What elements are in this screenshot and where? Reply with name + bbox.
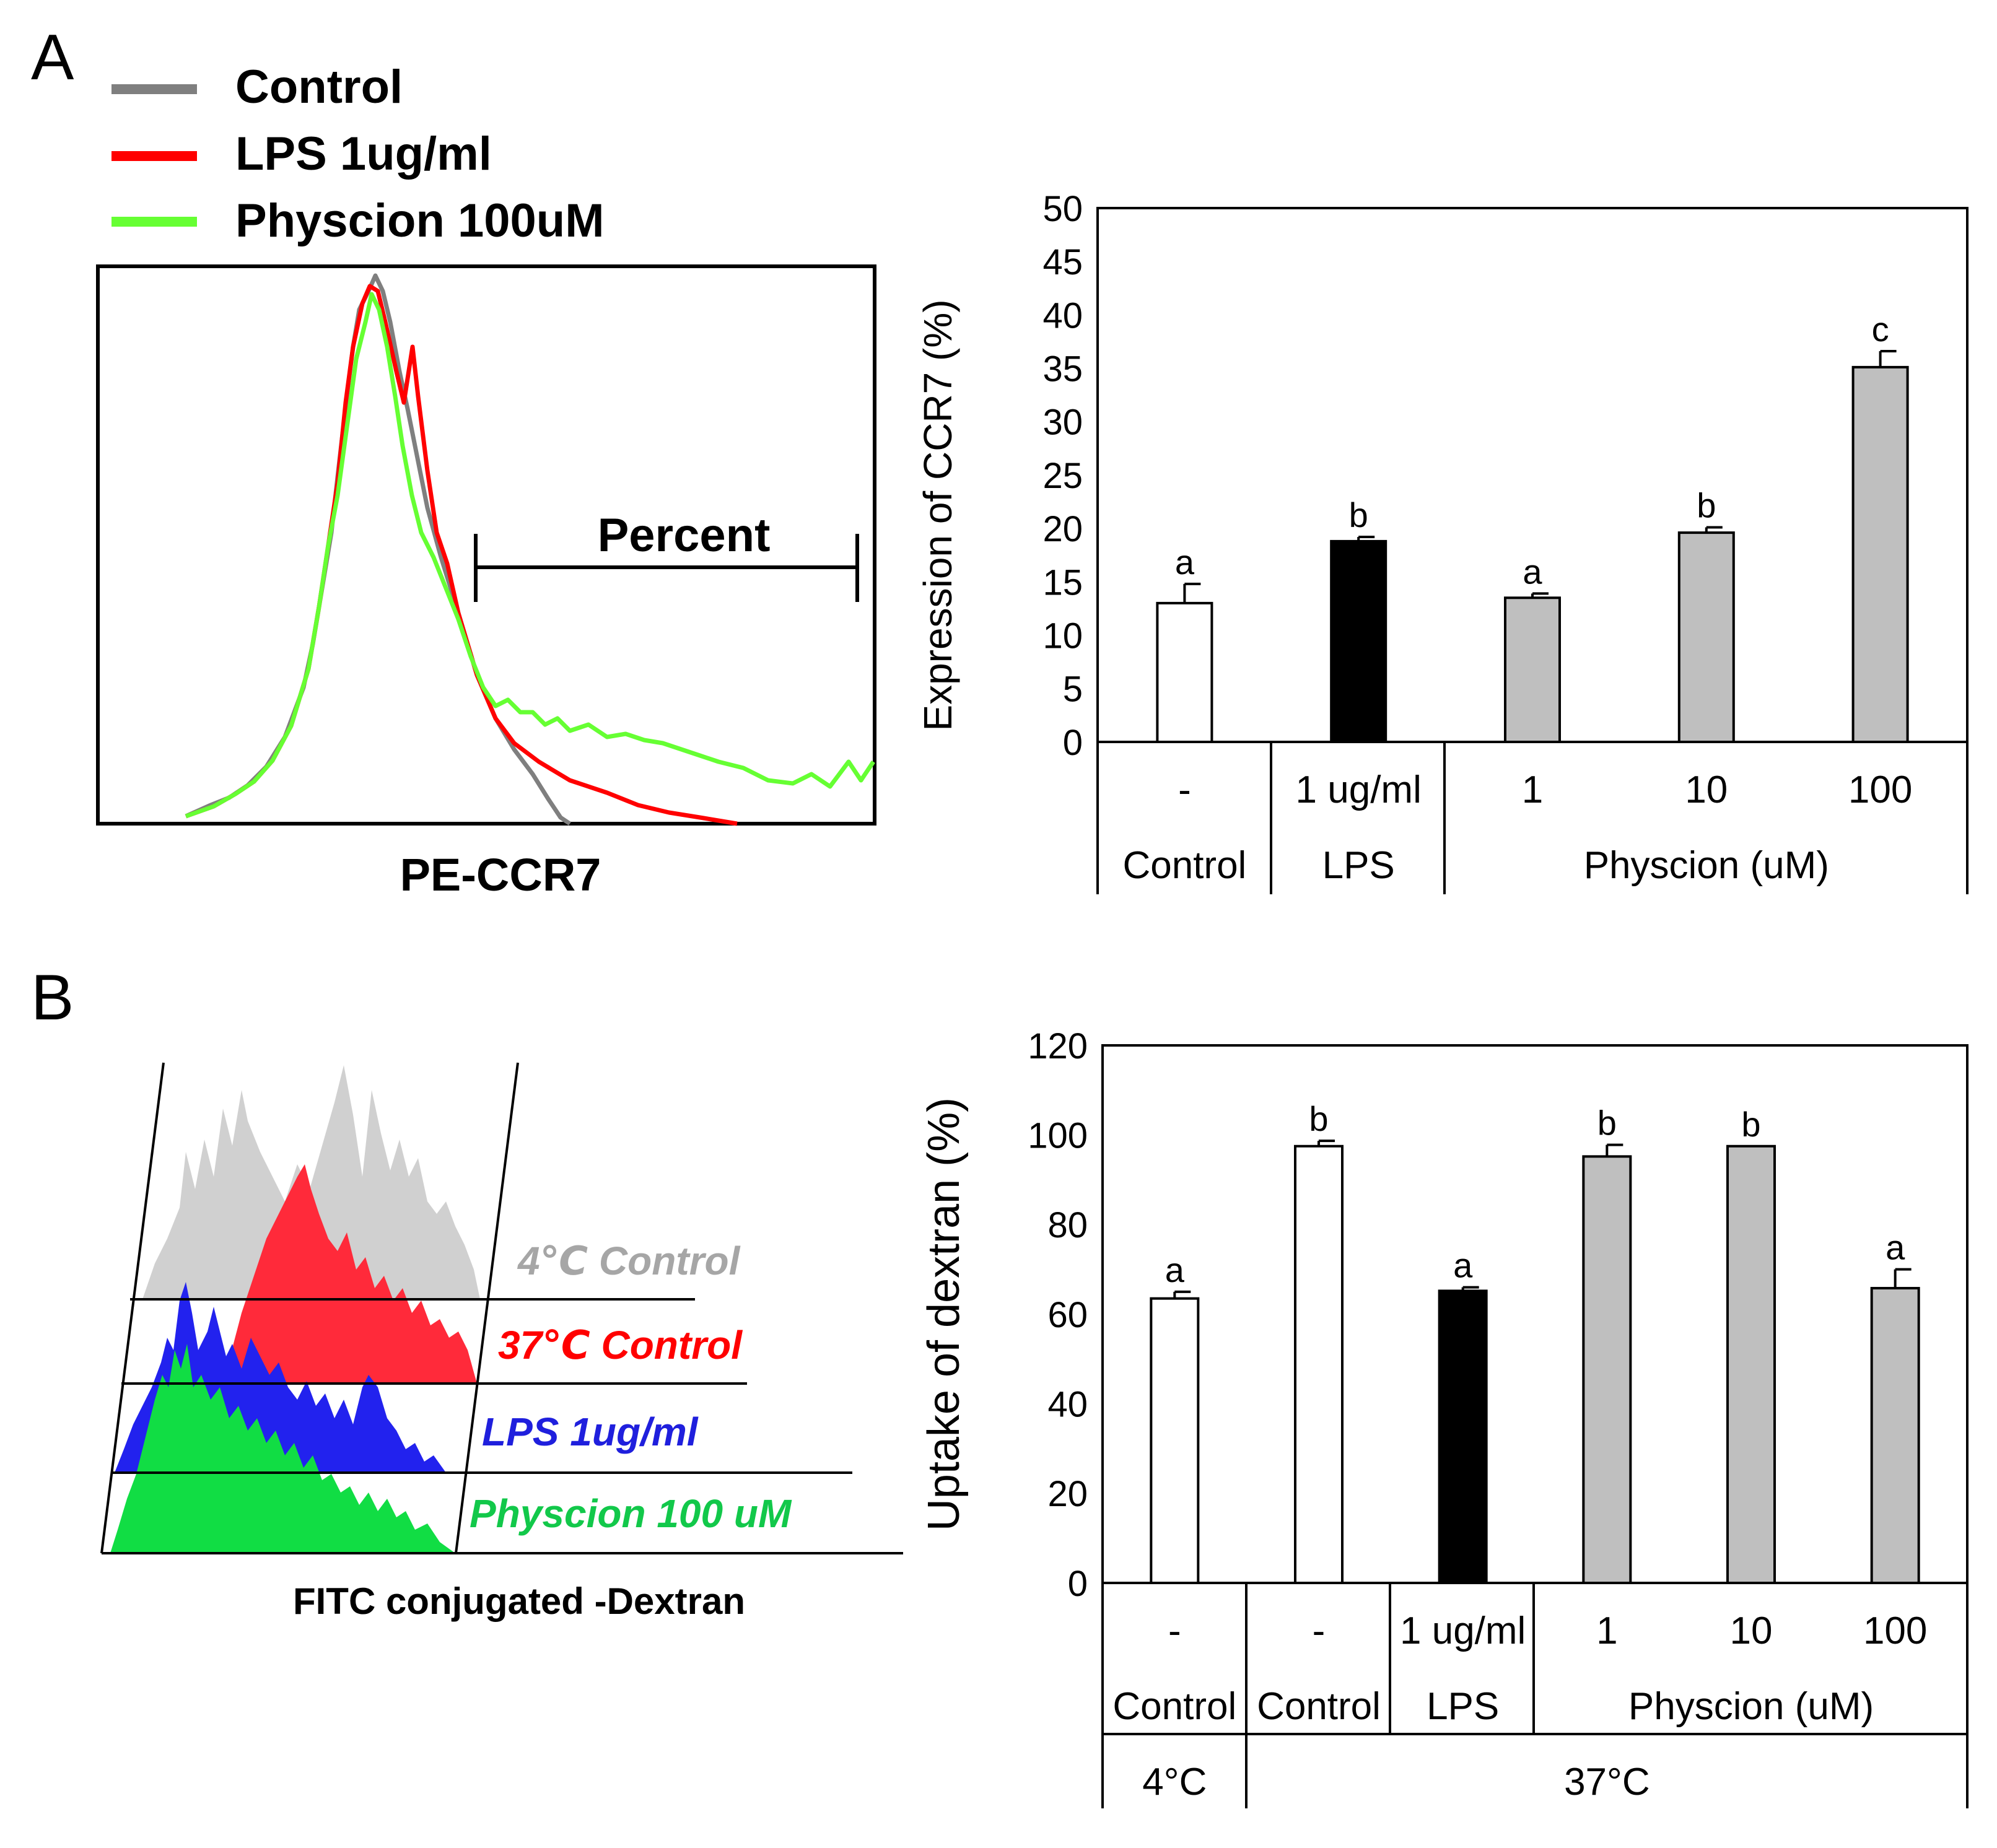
histogram-b-xlabel: FITC conjugated -Dextran: [293, 1580, 745, 1622]
histogram-fill-4c-control: [142, 1065, 480, 1299]
significance-letter: a: [1165, 1250, 1185, 1289]
y-tick-label: 40: [1047, 1385, 1088, 1425]
percent-gate-label: Percent: [598, 509, 771, 562]
y-tick-label: 0: [1063, 723, 1083, 763]
x-tick-label: 1: [1596, 1610, 1617, 1652]
bar: [1851, 365, 1909, 743]
bar: [1150, 1297, 1200, 1585]
y-tick-label: 20: [1042, 509, 1083, 549]
dextran-ylabel: Uptake of dextran (%): [919, 1097, 969, 1531]
legend-label-control: Control: [235, 61, 403, 113]
significance-letter: b: [1349, 495, 1368, 534]
bar: [1330, 539, 1387, 743]
ccr7-bar-chart: 0 5 10 15 20 25 30 35 40 45 50 Expression of CCR7 …: [915, 189, 1969, 894]
temperature-label: 4°C: [1142, 1761, 1207, 1803]
significance-letter: a: [1523, 552, 1542, 591]
y-tick-label: 45: [1042, 242, 1083, 282]
bar: [1677, 531, 1735, 743]
significance-letter: a: [1453, 1246, 1473, 1285]
histogram-b-label-lps: LPS 1ug/ml: [482, 1410, 699, 1454]
x-tick-label: 10: [1730, 1610, 1773, 1652]
histogram-b-right-axis: [455, 1062, 519, 1554]
y-tick-label: 50: [1042, 189, 1083, 229]
y-tick-label: 120: [1028, 1026, 1088, 1066]
ccr7-ylabel: Expression of CCR7 (%): [915, 299, 960, 731]
x-tick-label: 100: [1848, 769, 1912, 811]
x-tick-label: 1 ug/ml: [1296, 769, 1422, 811]
x-tick-label: -: [1168, 1610, 1181, 1652]
group-label: Physcion (uM): [1584, 844, 1829, 887]
legend-label-physcion: Physcion 100uM: [235, 194, 605, 247]
x-tick-label: 100: [1863, 1610, 1927, 1652]
y-tick-label: 35: [1042, 349, 1083, 389]
group-label: Control: [1112, 1685, 1236, 1728]
bar: [1726, 1144, 1776, 1584]
bar: [1438, 1289, 1488, 1585]
y-tick-label: 5: [1063, 669, 1083, 710]
bar: [1294, 1144, 1344, 1584]
y-tick-label: 100: [1028, 1116, 1088, 1156]
x-tick-label: 1 ug/ml: [1400, 1610, 1526, 1652]
y-tick-label: 20: [1047, 1474, 1088, 1514]
y-tick-label: 25: [1042, 456, 1083, 496]
histogram-trace-physcion: [185, 292, 875, 819]
y-tick-label: 0: [1068, 1564, 1088, 1604]
dextran-plot-frame: [1101, 1044, 1969, 1584]
x-tick-label: 1: [1522, 769, 1543, 811]
histogram-a-frame: [96, 264, 876, 826]
histogram-fill-37c-control: [223, 1164, 477, 1384]
histogram-b-left-axis: [100, 1062, 165, 1554]
histogram-b-label-4c-control: 4℃ Control: [517, 1239, 741, 1283]
histogram-fill-physcion: [110, 1344, 455, 1553]
bar: [1156, 601, 1213, 743]
x-tick-label: -: [1313, 1610, 1326, 1652]
group-label: Control: [1257, 1685, 1381, 1728]
group-label: Control: [1122, 844, 1246, 887]
x-tick-label: 10: [1685, 769, 1728, 811]
legend-label-lps: LPS 1ug/ml: [235, 128, 492, 180]
histogram-a-legend: Control LPS 1ug/ml Physcion 100uM: [111, 61, 605, 247]
y-tick-label: 15: [1042, 562, 1083, 603]
histogram-b-label-physcion: Physcion 100 uM: [470, 1491, 792, 1536]
y-tick-label: 80: [1047, 1205, 1088, 1245]
significance-letter: b: [1741, 1105, 1760, 1144]
y-tick-label: 10: [1042, 616, 1083, 656]
y-tick-label: 40: [1042, 295, 1083, 336]
significance-letter: b: [1597, 1104, 1617, 1143]
histogram-b-overlay: 4℃ Control 37℃ Control LPS 1ug/ml Physci…: [100, 1062, 903, 1622]
x-tick-label: -: [1178, 769, 1191, 811]
panel-label-a: A: [31, 22, 74, 94]
bar: [1582, 1155, 1632, 1585]
group-label: Physcion (uM): [1628, 1685, 1874, 1728]
group-label: LPS: [1322, 844, 1395, 887]
significance-letter: a: [1886, 1228, 1905, 1267]
group-label: LPS: [1427, 1685, 1499, 1728]
bar: [1870, 1287, 1920, 1584]
bar: [1504, 596, 1561, 744]
panel-label-b: B: [31, 962, 74, 1034]
histogram-a-xlabel: PE-CCR7: [400, 849, 601, 900]
y-tick-label: 60: [1047, 1295, 1088, 1335]
significance-letter: c: [1872, 310, 1889, 349]
significance-letter: b: [1697, 486, 1716, 525]
y-tick-label: 30: [1042, 403, 1083, 443]
significance-letter: a: [1175, 543, 1195, 582]
histogram-b-label-37c-control: 37℃ Control: [498, 1323, 743, 1367]
temperature-label: 37°C: [1564, 1761, 1650, 1803]
histogram-a: Percent PE-CCR7: [96, 264, 876, 900]
dextran-bar-chart: 0 20 40 60 80 100 120 Uptake of dextran (%) a b…: [919, 1026, 1969, 1808]
significance-letter: b: [1309, 1099, 1328, 1138]
